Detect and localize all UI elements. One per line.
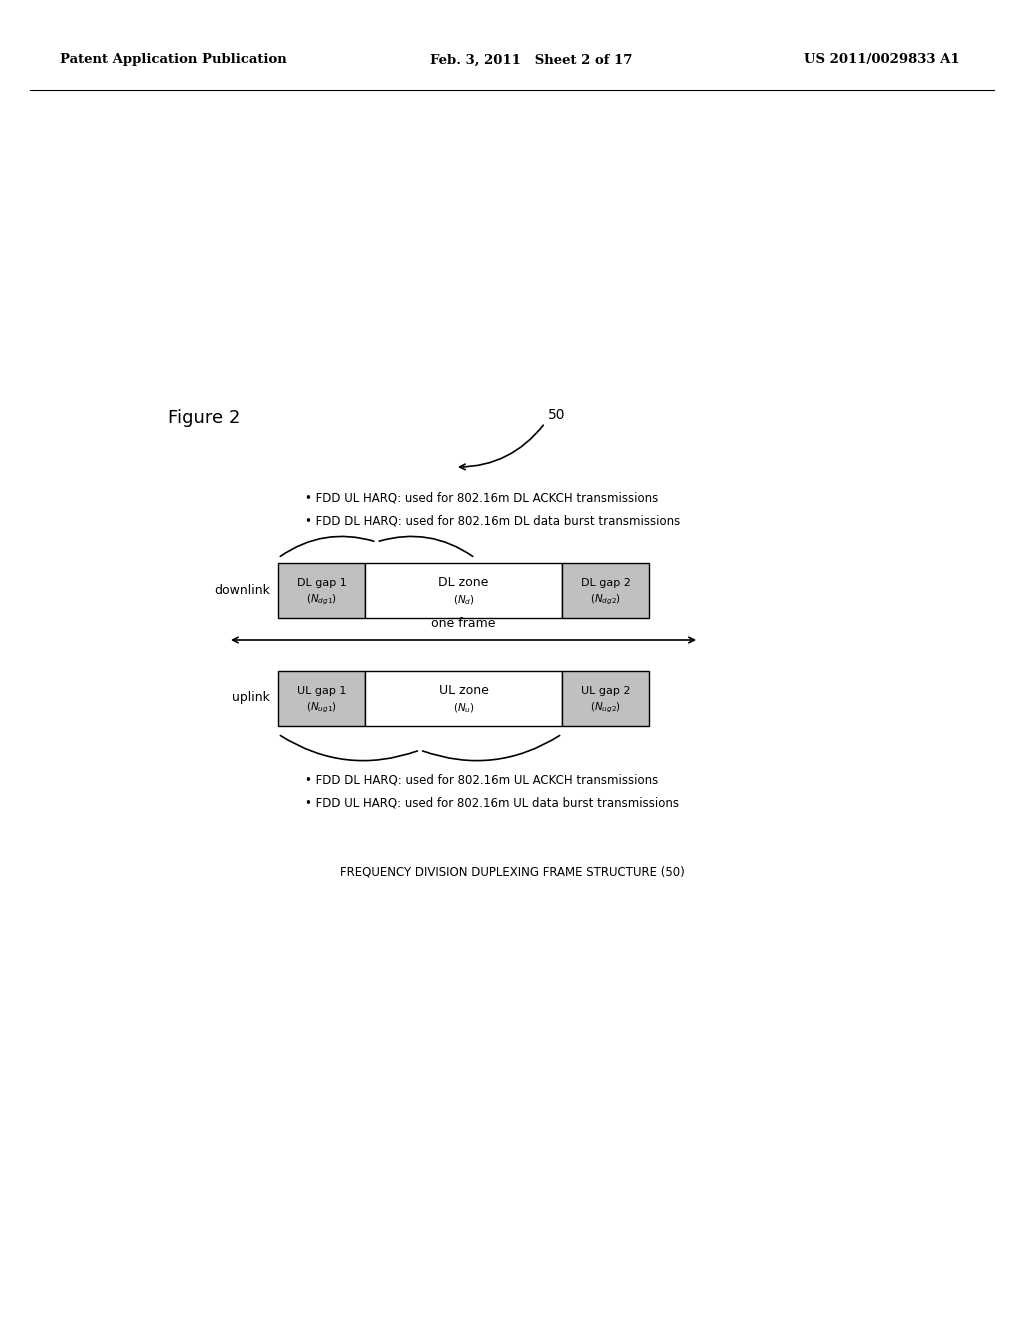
Bar [278,671,365,726]
Text: $(N_{dg1})$: $(N_{dg1})$ [306,593,337,607]
Text: • FDD DL HARQ: used for 802.16m UL ACKCH transmissions: • FDD DL HARQ: used for 802.16m UL ACKCH… [305,774,658,787]
Text: UL zone: UL zone [438,685,488,697]
Bar [365,564,562,618]
Text: Feb. 3, 2011   Sheet 2 of 17: Feb. 3, 2011 Sheet 2 of 17 [430,54,633,66]
Text: UL gap 1: UL gap 1 [297,686,346,696]
Text: DL gap 1: DL gap 1 [297,578,346,587]
Text: • FDD UL HARQ: used for 802.16m UL data burst transmissions: • FDD UL HARQ: used for 802.16m UL data … [305,796,679,809]
Text: uplink: uplink [232,692,270,705]
Bar [365,671,562,726]
Text: $(N_{ug2})$: $(N_{ug2})$ [590,701,621,715]
Bar [278,564,365,618]
Text: one frame: one frame [431,616,496,630]
Text: FREQUENCY DIVISION DUPLEXING FRAME STRUCTURE (50): FREQUENCY DIVISION DUPLEXING FRAME STRUC… [340,866,684,879]
Text: DL zone: DL zone [438,577,488,590]
Text: Patent Application Publication: Patent Application Publication [60,54,287,66]
Text: $(N_{u})$: $(N_{u})$ [453,701,474,715]
Text: US 2011/0029833 A1: US 2011/0029833 A1 [805,54,961,66]
Text: 50: 50 [548,408,565,422]
Text: UL gap 2: UL gap 2 [581,686,630,696]
Text: • FDD DL HARQ: used for 802.16m DL data burst transmissions: • FDD DL HARQ: used for 802.16m DL data … [305,515,680,528]
Bar [562,671,649,726]
Bar [562,564,649,618]
Text: $(N_{d})$: $(N_{d})$ [453,593,474,607]
Text: Figure 2: Figure 2 [168,409,241,426]
Text: DL gap 2: DL gap 2 [581,578,631,587]
Text: $(N_{ug1})$: $(N_{ug1})$ [306,701,337,715]
Text: • FDD UL HARQ: used for 802.16m DL ACKCH transmissions: • FDD UL HARQ: used for 802.16m DL ACKCH… [305,491,658,504]
Text: $(N_{dg2})$: $(N_{dg2})$ [590,593,621,607]
Text: downlink: downlink [214,583,270,597]
